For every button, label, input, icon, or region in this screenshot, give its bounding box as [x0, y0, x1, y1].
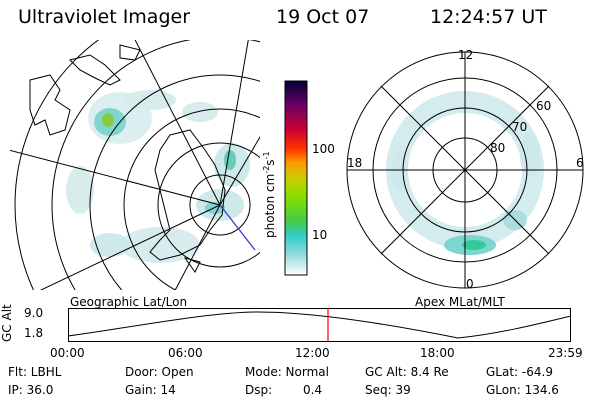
seq-info: Seq: 39: [365, 383, 411, 397]
ip-info: IP: 36.0: [8, 383, 54, 397]
altitude-xtick-0000: 00:00: [50, 346, 85, 360]
altitude-ytick-9: 9.0: [24, 306, 44, 320]
mlt-label-12: 12: [458, 48, 474, 62]
altitude-ylabel: GC Alt: [0, 304, 14, 342]
door-info: Door: Open: [125, 365, 194, 379]
dsp-label: Dsp:: [245, 383, 273, 397]
dsp-value: 0.4: [303, 383, 323, 397]
date-label: 19 Oct 07: [276, 6, 370, 28]
filter-info: Flt: LBHL: [8, 365, 62, 379]
mlat-label-80: 80: [490, 141, 506, 155]
app-title: Ultraviolet Imager: [18, 6, 191, 28]
colorbar-tick-100: 100: [312, 142, 335, 156]
geographic-map-panel: [10, 40, 260, 290]
apex-polar-panel: [346, 51, 584, 289]
altitude-xtick-1200: 12:00: [295, 346, 330, 360]
gc-alt-info: GC Alt: 8.4 Re: [365, 365, 449, 379]
geographic-panel-label: Geographic Lat/Lon: [70, 295, 188, 309]
colorbar-tick-10: 10: [312, 228, 328, 242]
glon-info: GLon: 134.6: [486, 383, 559, 397]
colorbar: [284, 80, 308, 276]
altitude-strip-plot: [68, 308, 571, 342]
time-label: 12:24:57 UT: [430, 6, 547, 28]
mode-info: Mode: Normal: [245, 365, 329, 379]
apex-panel-label: Apex MLat/MLT: [415, 295, 505, 309]
glat-info: GLat: -64.9: [486, 365, 553, 379]
mlt-label-6: 6: [576, 156, 584, 170]
altitude-xtick-2359: 23:59: [548, 346, 583, 360]
mlat-label-60: 60: [536, 99, 552, 113]
gain-info: Gain: 14: [125, 383, 176, 397]
altitude-xtick-1800: 18:00: [420, 346, 455, 360]
altitude-ytick-1: 1.8: [24, 326, 44, 340]
mlt-label-18: 18: [347, 156, 363, 170]
colorbar-unit-label: photon cm-2s-1: [262, 151, 277, 238]
mlat-label-70: 70: [512, 120, 528, 134]
mlt-label-0: 0: [466, 277, 474, 291]
altitude-xtick-0600: 06:00: [168, 346, 203, 360]
